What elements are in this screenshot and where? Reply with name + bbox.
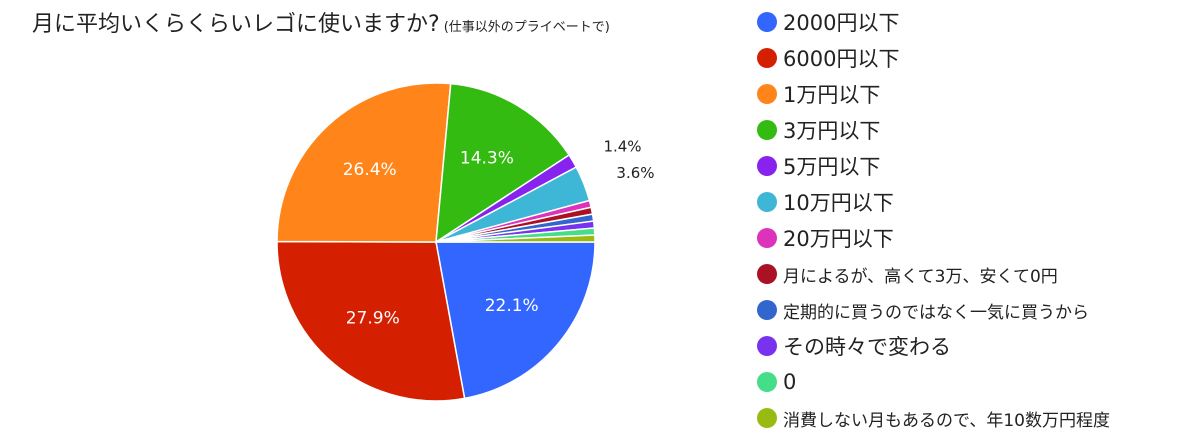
legend-label: 消費しない月もあるので、年10数万円程度 [783, 410, 1110, 431]
legend-swatch-icon [757, 300, 777, 320]
legend-item: 0 [757, 364, 1110, 400]
legend-item: 2000円以下 [757, 4, 1110, 40]
legend-item: その時々で変わる [757, 328, 1110, 364]
legend-swatch-icon [757, 12, 777, 32]
slice-data-label: 26.4% [343, 160, 397, 180]
legend-label: 2000円以下 [783, 11, 900, 35]
legend-label: 10万円以下 [783, 191, 894, 215]
slice-data-label: 22.1% [485, 296, 539, 316]
pie-slice [276, 240, 466, 402]
legend-item: 5万円以下 [757, 148, 1110, 184]
legend-label: 3万円以下 [783, 119, 881, 143]
legend-label: 20万円以下 [783, 227, 894, 251]
legend-item: 3万円以下 [757, 112, 1110, 148]
legend-item: 20万円以下 [757, 220, 1110, 256]
legend-item: 1万円以下 [757, 76, 1110, 112]
legend-label: 0 [783, 370, 797, 394]
pie-slice [435, 234, 596, 243]
slice-data-label: 3.6% [616, 164, 654, 182]
legend-label: 定期的に買うのではなく一気に買うから [783, 302, 1089, 323]
legend-label: 5万円以下 [783, 155, 881, 179]
chart-title: 月に平均いくらくらいレゴに使いますか? (仕事以外のプライベートで) [32, 12, 610, 37]
legend-label: 月によるが、高くて3万、安くて0円 [783, 266, 1058, 287]
legend-swatch-icon [757, 372, 777, 392]
slice-data-label: 27.9% [346, 309, 400, 329]
legend-swatch-icon [757, 84, 777, 104]
slice-data-label: 14.3% [460, 149, 514, 169]
legend-item: 6000円以下 [757, 40, 1110, 76]
legend-swatch-icon [757, 336, 777, 356]
legend-swatch-icon [757, 120, 777, 140]
slice-data-label: 1.4% [603, 138, 641, 156]
legend-label: 1万円以下 [783, 83, 881, 107]
legend-item: 10万円以下 [757, 184, 1110, 220]
legend: 2000円以下 6000円以下 1万円以下 3万円以下 5万円以下 10万円以下 20万円以… [757, 4, 1110, 436]
legend-swatch-icon [757, 264, 777, 284]
legend-swatch-icon [757, 192, 777, 212]
legend-item: 消費しない月もあるので、年10数万円程度 [757, 400, 1110, 436]
pie-slice [276, 82, 452, 243]
legend-label: その時々で変わる [783, 335, 951, 359]
legend-swatch-icon [757, 228, 777, 248]
pie-slice [435, 241, 596, 400]
legend-swatch-icon [757, 408, 777, 428]
legend-item: 月によるが、高くて3万、安くて0円 [757, 256, 1110, 292]
legend-label: 6000円以下 [783, 47, 900, 71]
pie-chart: 22.1% 27.9% 26.4% 14.3% 1.4% 3.6% [276, 82, 655, 402]
chart-subtitle: (仕事以外のプライベートで) [443, 20, 610, 35]
pie-slice [435, 82, 571, 244]
legend-swatch-icon [757, 48, 777, 68]
legend-swatch-icon [757, 156, 777, 176]
legend-item: 定期的に買うのではなく一気に買うから [757, 292, 1110, 328]
